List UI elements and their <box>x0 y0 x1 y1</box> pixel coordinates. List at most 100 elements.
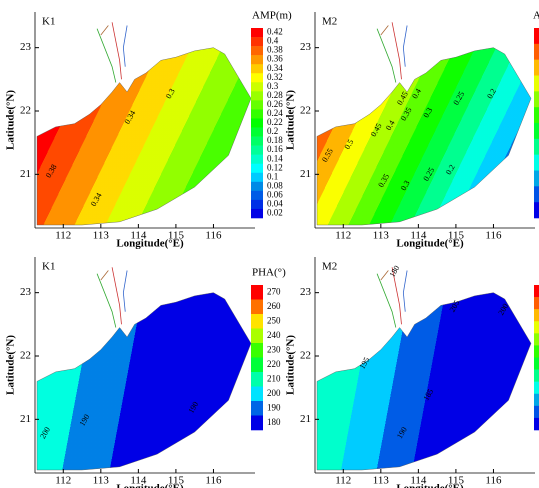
y-tick-label: 21 <box>300 168 311 180</box>
colorbar-tick-label: 0.26 <box>267 99 283 109</box>
colorbar-swatch <box>251 46 263 56</box>
colorbar-tick-label: 0.04 <box>267 198 283 208</box>
colorbar-swatch <box>251 172 263 183</box>
colorbar-tick-label: 0.24 <box>267 108 283 118</box>
x-tick-label: 114 <box>130 230 147 242</box>
x-tick-label: 115 <box>168 230 185 242</box>
river <box>96 273 117 328</box>
x-tick-label: 112 <box>335 230 351 242</box>
contour-label: 0.4 <box>410 87 423 100</box>
colorbar-tick-label: 0.22 <box>267 117 283 127</box>
x-tick-label: 113 <box>93 475 110 487</box>
colorbar-swatch <box>534 357 539 370</box>
x-axis-label: Longitude(°E) <box>396 483 464 488</box>
contour-label: 0.3 <box>399 179 412 192</box>
colorbar-title: AMP(m) <box>252 10 292 22</box>
river <box>402 270 408 312</box>
colorbar-swatch <box>534 91 539 108</box>
y-axis-label: Latitude(°N) <box>5 335 17 395</box>
river <box>122 270 128 312</box>
colorbar-swatch <box>534 107 539 124</box>
contour-label: 180 <box>388 264 402 279</box>
colorbar-tick-label: 0.12 <box>267 162 283 172</box>
colorbar-swatch <box>251 208 263 219</box>
x-tick-label: 116 <box>205 475 222 487</box>
x-tick-label: 115 <box>448 230 465 242</box>
panel-label: M2 <box>322 261 337 273</box>
sea-region <box>36 292 252 471</box>
colorbar-swatch <box>251 190 263 201</box>
contour-label: 0.2 <box>444 163 457 176</box>
x-tick-label: 113 <box>93 230 110 242</box>
colorbar-tick-label: 0.42 <box>267 27 283 37</box>
colorbar-swatch <box>251 37 263 47</box>
colorbar-swatch <box>534 405 539 419</box>
colorbar-swatch <box>534 297 539 310</box>
x-axis-label: Longitude(°E) <box>116 238 184 250</box>
colorbar-swatch <box>251 55 263 65</box>
y-tick-label: 23 <box>300 41 312 53</box>
colorbar-tick-label: 0.16 <box>267 144 283 154</box>
y-tick-label: 23 <box>20 286 32 298</box>
colorbar-swatch <box>251 199 263 210</box>
y-tick-label: 23 <box>300 286 312 298</box>
x-tick-label: 113 <box>373 475 390 487</box>
colorbar-swatch <box>534 369 539 382</box>
colorbar-swatch <box>534 345 539 358</box>
y-tick-label: 21 <box>20 168 31 180</box>
colorbar-swatch <box>251 299 263 315</box>
river <box>111 267 122 325</box>
x-tick-label: 113 <box>373 230 390 242</box>
colorbar-swatch <box>251 343 263 358</box>
river <box>111 22 122 80</box>
colorbar-swatch <box>251 328 263 344</box>
x-tick-label: 115 <box>448 475 465 487</box>
colorbar-swatch <box>534 309 539 322</box>
river <box>100 25 109 36</box>
colorbar-tick-label: 200 <box>267 388 281 398</box>
colorbar-swatch <box>534 154 539 171</box>
colorbar-title: A <box>533 10 539 22</box>
colorbar-swatch <box>251 118 263 128</box>
colorbar-swatch <box>534 28 539 45</box>
x-axis-label: Longitude(°E) <box>396 238 464 250</box>
colorbar-swatch <box>251 314 263 329</box>
colorbar-swatch <box>534 59 539 76</box>
colorbar-tick-label: 0.08 <box>267 180 283 190</box>
colorbar-swatch <box>251 415 263 431</box>
colorbar-swatch <box>251 100 263 110</box>
colorbar-swatch <box>251 401 263 416</box>
colorbar-tick-label: 0.18 <box>267 135 283 145</box>
x-tick-label: 116 <box>485 475 502 487</box>
contour-label: 0.2 <box>485 87 498 100</box>
colorbar-tick-label: 0.36 <box>267 54 283 64</box>
colorbar-swatch <box>251 372 263 387</box>
colorbar-swatch <box>534 138 539 155</box>
x-tick-label: 114 <box>410 230 427 242</box>
x-axis-label: Longitude(°E) <box>116 483 184 488</box>
colorbar-swatch <box>534 202 539 219</box>
y-tick-label: 22 <box>300 105 311 117</box>
colorbar-swatch <box>534 186 539 203</box>
y-tick-label: 22 <box>20 105 31 117</box>
colorbar-swatch <box>251 154 263 165</box>
contour-label: 0.4 <box>384 119 397 132</box>
colorbar-tick-label: 0.2 <box>267 126 278 136</box>
colorbar-tick-label: 0.1 <box>267 171 278 181</box>
colorbar-tick-label: 0.32 <box>267 72 283 82</box>
colorbar-tick-label: 260 <box>267 301 281 311</box>
colorbar-swatch <box>534 381 539 395</box>
colorbar-tick-label: 0.4 <box>267 36 279 46</box>
colorbar-swatch <box>534 43 539 60</box>
river <box>402 25 408 67</box>
sea-region <box>316 47 532 226</box>
colorbar-swatch <box>534 417 539 431</box>
colorbar-swatch <box>251 181 263 192</box>
colorbar-tick-label: 220 <box>267 359 281 369</box>
colorbar-tick-label: 270 <box>267 286 281 296</box>
colorbar-swatch <box>534 123 539 140</box>
colorbar-swatch <box>251 28 263 38</box>
panel-label: M2 <box>322 16 337 28</box>
colorbar-swatch <box>251 64 263 74</box>
